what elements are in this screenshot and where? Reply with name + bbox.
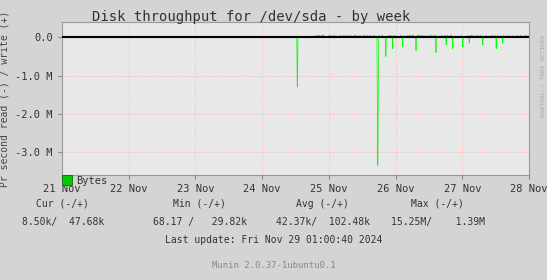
Text: Munin 2.0.37-1ubuntu0.1: Munin 2.0.37-1ubuntu0.1 xyxy=(212,262,335,270)
Text: 8.50k/  47.68k: 8.50k/ 47.68k xyxy=(22,217,104,227)
Y-axis label: Pr second read (-) / write (+): Pr second read (-) / write (+) xyxy=(0,10,10,187)
Text: Min (-/+): Min (-/+) xyxy=(173,199,226,209)
Text: Last update: Fri Nov 29 01:00:40 2024: Last update: Fri Nov 29 01:00:40 2024 xyxy=(165,235,382,245)
Text: 15.25M/    1.39M: 15.25M/ 1.39M xyxy=(391,217,485,227)
Text: 68.17 /   29.82k: 68.17 / 29.82k xyxy=(153,217,247,227)
Text: Cur (-/+): Cur (-/+) xyxy=(37,199,89,209)
Text: 42.37k/  102.48k: 42.37k/ 102.48k xyxy=(276,217,370,227)
Text: Disk throughput for /dev/sda - by week: Disk throughput for /dev/sda - by week xyxy=(92,10,411,24)
Text: Max (-/+): Max (-/+) xyxy=(411,199,464,209)
Text: RRDTOOL / TOBI OETIKER: RRDTOOL / TOBI OETIKER xyxy=(541,34,546,117)
Text: Bytes: Bytes xyxy=(76,176,107,186)
Text: Avg (-/+): Avg (-/+) xyxy=(296,199,349,209)
